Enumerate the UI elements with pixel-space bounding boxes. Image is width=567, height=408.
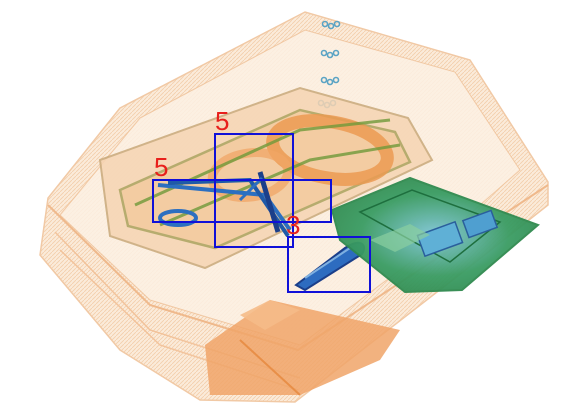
detection-box bbox=[287, 236, 371, 293]
electronics-board bbox=[330, 176, 540, 294]
detection-label: 5 bbox=[154, 152, 169, 182]
detection-label: 3 bbox=[286, 210, 301, 240]
detection-box bbox=[152, 179, 332, 223]
detection-label: 5 bbox=[215, 106, 230, 136]
organic-block bbox=[205, 300, 400, 396]
detection-box bbox=[214, 133, 294, 248]
